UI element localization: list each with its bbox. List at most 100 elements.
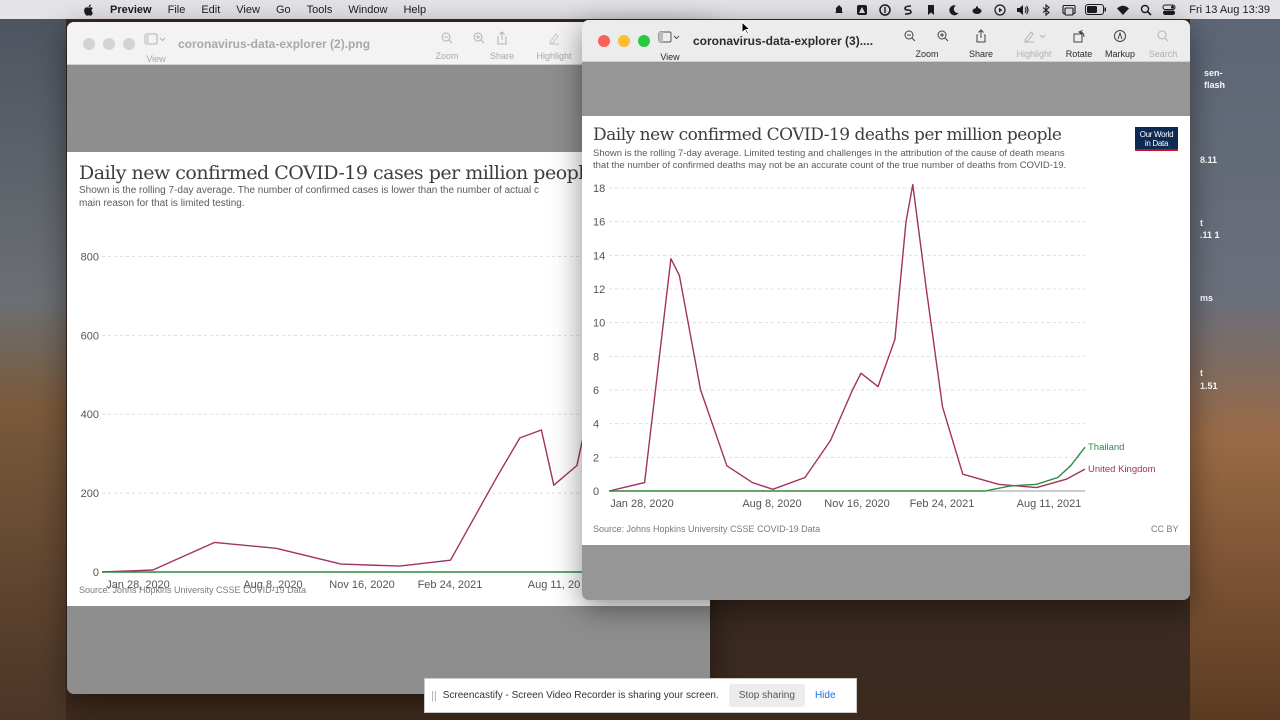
deaths-chart-card: Daily new confirmed COVID-19 deaths per … xyxy=(582,116,1190,545)
highlight-button[interactable]: Highlight xyxy=(530,30,578,61)
sidebar-icon xyxy=(144,33,166,45)
chart-source: Source: Johns Hopkins University CSSE CO… xyxy=(593,524,821,534)
menu-app-name[interactable]: Preview xyxy=(110,3,152,16)
desktop-file-label[interactable]: .11 1 xyxy=(1200,230,1220,240)
highlight-button[interactable]: Highlight xyxy=(1010,28,1058,59)
y-tick-label: 14 xyxy=(593,250,605,262)
markup-label: Markup xyxy=(1104,49,1135,59)
scrivener-icon[interactable] xyxy=(901,4,915,16)
desktop-file-label[interactable]: 1.51 xyxy=(1200,381,1218,391)
zoom-in-button[interactable] xyxy=(455,30,503,46)
hide-button[interactable]: Hide xyxy=(814,690,836,701)
menu-window[interactable]: Window xyxy=(348,3,388,16)
bluetooth-icon[interactable] xyxy=(1039,3,1053,16)
y-tick-label: 0 xyxy=(593,486,599,498)
zoom-window-button[interactable] xyxy=(638,35,650,47)
status-area: Fri 13 Aug 13:39 xyxy=(832,0,1280,19)
share-icon xyxy=(976,29,986,43)
wifi-icon[interactable] xyxy=(1116,4,1130,16)
screen-mirroring-icon[interactable] xyxy=(1062,4,1076,16)
desktop-file-label[interactable]: flash xyxy=(1204,80,1226,90)
spotlight-icon[interactable] xyxy=(1139,4,1153,16)
menu-view[interactable]: View xyxy=(236,3,260,16)
desktop-wallpaper-left xyxy=(0,18,66,720)
drag-handle-icon[interactable]: || xyxy=(431,689,437,702)
x-tick-label: Feb 24, 2021 xyxy=(418,579,483,591)
minimize-button[interactable] xyxy=(103,38,115,50)
y-tick-label: 10 xyxy=(593,318,605,330)
share-button[interactable]: Share xyxy=(478,30,526,61)
markup-button[interactable]: Markup xyxy=(1096,28,1144,59)
rotate-button[interactable]: Rotate xyxy=(1055,28,1103,59)
window-toolbar: View coronavirus-data-explorer (3).... Z… xyxy=(582,20,1190,62)
y-tick-label: 18 xyxy=(593,183,605,195)
zoom-out-button[interactable] xyxy=(886,28,934,44)
play-icon[interactable] xyxy=(993,3,1007,16)
onepassword-icon[interactable] xyxy=(878,3,892,16)
license-label[interactable]: CC BY xyxy=(1151,524,1179,534)
minimize-button[interactable] xyxy=(618,35,630,47)
x-tick-label: Feb 24, 2021 xyxy=(910,498,975,510)
view-button[interactable]: View xyxy=(132,31,180,64)
desktop-file-label[interactable]: t xyxy=(1200,218,1203,228)
series-line-thailand xyxy=(609,446,1086,492)
highlighter-icon xyxy=(549,33,559,45)
owid-logo[interactable]: Our World in Data xyxy=(1135,127,1178,151)
y-tick-label: 2 xyxy=(593,452,599,464)
y-tick-label: 800 xyxy=(81,251,99,263)
highlighter-icon xyxy=(1024,31,1046,43)
chart-subtitle-line2: main reason for that is limited testing. xyxy=(79,198,245,209)
y-tick-label: 0 xyxy=(93,567,99,579)
zoom-label: Zoom xyxy=(435,51,459,61)
x-tick-label: Jan 28, 2020 xyxy=(610,498,674,510)
y-tick-label: 6 xyxy=(593,385,599,397)
menu-tools[interactable]: Tools xyxy=(306,3,333,16)
owid-logo-line1: Our World xyxy=(1139,130,1174,139)
chart-subtitle-line1: Shown is the rolling 7-day average. The … xyxy=(79,185,540,196)
view-label: View xyxy=(660,52,680,62)
view-button[interactable]: View xyxy=(646,29,694,62)
desktop-file-label[interactable]: t xyxy=(1200,368,1203,378)
stop-sharing-button[interactable]: Stop sharing xyxy=(728,684,805,707)
volume-icon[interactable] xyxy=(1016,4,1030,16)
search-icon xyxy=(1157,30,1169,42)
notification-bell-icon[interactable] xyxy=(832,4,846,16)
zoom-out-button[interactable] xyxy=(423,30,471,46)
share-label: Share xyxy=(489,51,515,61)
window-title: coronavirus-data-explorer (2).png xyxy=(178,37,371,51)
chart-subtitle-line1: Shown is the rolling 7-day average. Limi… xyxy=(593,148,1065,159)
control-center-icon[interactable] xyxy=(1162,4,1176,16)
share-icon xyxy=(497,31,507,45)
menu-go[interactable]: Go xyxy=(275,3,291,16)
bookmark-icon[interactable] xyxy=(924,4,938,16)
x-tick-label: Nov 16, 2020 xyxy=(329,579,394,591)
battery-icon[interactable] xyxy=(1085,4,1107,16)
desktop-file-label[interactable]: ms xyxy=(1200,293,1214,303)
desktop-file-label[interactable]: 8.11 xyxy=(1200,155,1218,165)
x-tick-label: Nov 16, 2020 xyxy=(824,498,889,510)
sharing-message: Screencastify - Screen Video Recorder is… xyxy=(442,690,719,701)
zoom-window-button[interactable] xyxy=(123,38,135,50)
search-button[interactable]: Search xyxy=(1139,28,1187,59)
menu-file[interactable]: File xyxy=(167,3,186,16)
zoom-in-button[interactable] xyxy=(919,28,967,44)
desktop-file-label[interactable]: sen- xyxy=(1204,68,1223,78)
close-button[interactable] xyxy=(598,35,610,47)
menu-help[interactable]: Help xyxy=(403,3,427,16)
menu-edit[interactable]: Edit xyxy=(201,3,221,16)
teapot-icon[interactable] xyxy=(970,4,984,16)
zoom-out-icon xyxy=(441,32,453,44)
highlight-label: Highlight xyxy=(536,51,572,61)
preview-window-deaths[interactable]: View coronavirus-data-explorer (3).... Z… xyxy=(582,20,1190,600)
menu-bar-clock[interactable]: Fri 13 Aug 13:39 xyxy=(1189,3,1270,16)
apple-logo-icon[interactable] xyxy=(82,3,96,17)
close-button[interactable] xyxy=(83,38,95,50)
owid-logo-line2: in Data xyxy=(1144,139,1169,148)
y-tick-label: 8 xyxy=(593,351,599,363)
moon-icon[interactable] xyxy=(947,4,961,16)
zoom-in-icon xyxy=(937,30,949,42)
x-tick-label: Aug 8, 2020 xyxy=(243,579,302,591)
onedrive-icon[interactable] xyxy=(855,4,869,16)
share-button[interactable]: Share xyxy=(957,28,1005,59)
chart-title: Daily new confirmed COVID-19 cases per m… xyxy=(79,162,595,184)
